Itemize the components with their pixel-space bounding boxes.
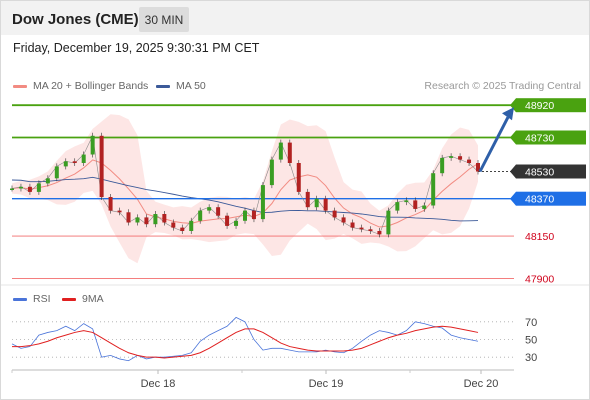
candle-body — [413, 200, 418, 209]
candle-body — [476, 163, 480, 172]
credit-text: Research © 2025 Trading Central — [424, 80, 581, 92]
level-label-48920: 48920 — [525, 100, 554, 112]
candle-body — [63, 161, 68, 167]
level-label-48730: 48730 — [525, 133, 554, 145]
candle-body — [377, 231, 382, 235]
level-box-arrow-48530 — [510, 164, 516, 179]
candle-body — [251, 210, 256, 220]
candle-body — [153, 214, 158, 225]
level-box-arrow-48920 — [510, 98, 516, 113]
level-label-48530: 48530 — [525, 167, 554, 179]
candle-body — [36, 183, 41, 192]
candle-body — [234, 220, 239, 226]
candle-body — [207, 207, 212, 211]
legend-ma50-swatch — [156, 84, 170, 88]
candle-body — [278, 142, 283, 160]
bollinger-band-fill — [12, 114, 478, 264]
candle-body — [10, 188, 14, 190]
candle-body — [350, 222, 355, 228]
candle-body — [305, 191, 310, 208]
x-tick-label: Dec 18 — [141, 378, 176, 390]
candle-body — [99, 135, 104, 197]
chart-header: Dow Jones (CME) 30 MIN — [1, 1, 589, 35]
candle-body — [180, 227, 185, 231]
timeframe-badge[interactable]: 30 MIN — [139, 7, 189, 32]
forecast-arrow-head — [502, 107, 514, 121]
candle-body — [18, 186, 23, 189]
candle-body — [216, 207, 221, 216]
candle-body — [162, 214, 167, 223]
candle-body — [395, 202, 400, 211]
rsi-tick-50: 50 — [525, 335, 537, 347]
candle-body — [54, 166, 59, 179]
candle-body — [296, 163, 301, 192]
candle-body — [449, 156, 454, 158]
legend-9ma-swatch — [62, 297, 76, 301]
legend-ma20-swatch — [13, 84, 27, 88]
candle-body — [90, 135, 95, 155]
candle-body — [27, 186, 32, 192]
candle-body — [225, 215, 230, 226]
legend-rsi-label: RSI — [33, 293, 51, 305]
candle-body — [45, 178, 50, 184]
legend-ma50-label: MA 50 — [176, 80, 206, 92]
candle-body — [359, 227, 364, 230]
candle-body — [332, 210, 337, 218]
level-box-48530 — [516, 164, 586, 179]
level-box-arrow-48370 — [510, 191, 516, 206]
x-tick-label: Dec 20 — [464, 378, 499, 390]
candle-body — [467, 159, 472, 163]
candle-body — [126, 212, 131, 223]
candle-body — [144, 217, 149, 225]
candle-body — [260, 185, 265, 220]
forecast-arrow-line — [478, 116, 510, 173]
level-label-48370: 48370 — [525, 194, 554, 206]
level-label-47900: 47900 — [525, 274, 554, 286]
candle-body — [314, 198, 319, 208]
instrument-title: Dow Jones (CME) — [12, 11, 139, 28]
candle-body — [81, 154, 86, 163]
level-box-arrow-48730 — [510, 130, 516, 145]
candle-body — [287, 142, 292, 163]
candle-body — [171, 222, 176, 228]
legend-ma50: MA 50 — [156, 80, 206, 92]
candle-body — [198, 210, 203, 221]
x-tick-label: Dec 19 — [309, 378, 344, 390]
candle-body — [458, 156, 463, 160]
rsi-9ma-line — [12, 325, 479, 359]
candle-body — [117, 210, 122, 213]
candle-body — [440, 157, 445, 174]
rsi-tick-70: 70 — [525, 317, 537, 329]
candle-body — [72, 161, 77, 163]
timestamp: Friday, December 19, 2025 9:30:31 PM CET — [13, 41, 260, 55]
legend-ma20-label: MA 20 + Bollinger Bands — [33, 80, 149, 92]
candle-body — [243, 210, 247, 221]
candle-body — [341, 217, 346, 223]
level-label-48150: 48150 — [525, 231, 554, 243]
candle-body — [368, 229, 373, 231]
candle-body — [386, 210, 391, 235]
legend-rsi-swatch — [13, 297, 27, 301]
level-box-48730 — [516, 130, 586, 145]
candle-body — [108, 197, 113, 211]
level-box-48920 — [516, 98, 586, 113]
candle-body — [189, 220, 194, 231]
candle-body — [135, 217, 140, 223]
legend-9ma-label: 9MA — [82, 293, 104, 305]
candle-body — [431, 173, 436, 206]
rsi-line — [11, 316, 479, 362]
candle-body — [404, 200, 409, 203]
candle-body — [323, 198, 328, 211]
rsi-tick-30: 30 — [525, 352, 537, 364]
legend-9ma: 9MA — [62, 293, 104, 305]
legend-ma20: MA 20 + Bollinger Bands — [13, 80, 148, 92]
level-box-48370 — [516, 191, 586, 206]
candle-body — [422, 205, 427, 209]
candle-body — [269, 159, 274, 186]
legend-rsi: RSI — [13, 293, 51, 305]
